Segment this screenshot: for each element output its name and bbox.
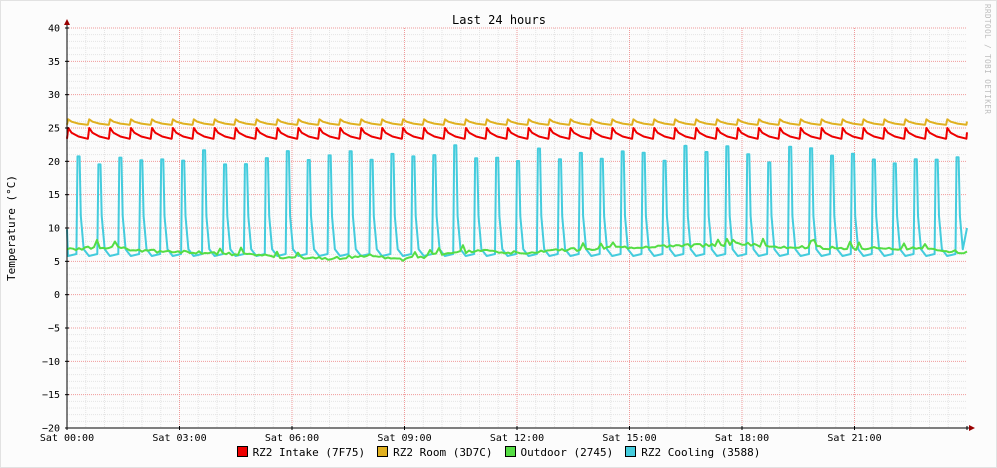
- y-tick-label: 5: [54, 257, 60, 268]
- y-tick-label: −15: [42, 390, 60, 401]
- legend-item: RZ2 Intake (7F75): [236, 446, 366, 459]
- legend-swatch: [377, 446, 389, 457]
- legend-label: Outdoor (2745): [520, 446, 614, 459]
- x-tick-label: Sat 15:00: [602, 433, 656, 444]
- legend-swatch: [236, 446, 248, 457]
- x-tick-label: Sat 03:00: [152, 433, 206, 444]
- y-tick-label: −20: [42, 424, 60, 435]
- watermark: RRDTOOL / TOBI OETIKER: [983, 4, 992, 114]
- axes: [64, 19, 975, 431]
- chart-title: Last 24 hours: [452, 13, 546, 27]
- y-tick-label: 30: [48, 90, 60, 101]
- legend: RZ2 Intake (7F75) RZ2 Room (3D7C) Outdoor …: [0, 446, 997, 459]
- series-rz2-intake-7f75: [66, 127, 968, 140]
- series-outdoor-2745: [66, 237, 968, 262]
- x-tick-label: Sat 21:00: [827, 433, 881, 444]
- x-axis-arrow: [969, 425, 975, 431]
- y-axis-arrow: [64, 19, 70, 25]
- legend-label: RZ2 Room (3D7C): [393, 446, 493, 459]
- x-tick-label: Sat 00:00: [40, 433, 94, 444]
- y-tick-label: 35: [48, 57, 60, 68]
- x-tick-label: Sat 09:00: [377, 433, 431, 444]
- legend-swatch: [504, 446, 516, 457]
- y-tick-label: 40: [48, 24, 60, 35]
- series-rz2-room-3d7c: [66, 118, 968, 126]
- x-tick-label: Sat 12:00: [490, 433, 544, 444]
- y-tick-label: 10: [48, 224, 60, 235]
- y-tick-label: −5: [48, 324, 60, 335]
- y-tick-label: 20: [48, 157, 60, 168]
- y-tick-label: 25: [48, 124, 60, 135]
- legend-item: Outdoor (2745): [504, 446, 614, 459]
- x-tick-label: Sat 06:00: [265, 433, 319, 444]
- legend-item: RZ2 Room (3D7C): [377, 446, 493, 459]
- y-tick-label: −10: [42, 357, 60, 368]
- x-tick-label: Sat 18:00: [715, 433, 769, 444]
- series-group: [66, 118, 968, 262]
- legend-item: RZ2 Cooling (3588): [625, 446, 760, 459]
- legend-label: RZ2 Cooling (3588): [641, 446, 761, 459]
- legend-swatch: [625, 446, 637, 457]
- y-tick-label: 0: [54, 290, 60, 301]
- legend-label: RZ2 Intake (7F75): [252, 446, 366, 459]
- y-axis-label: Temperature (°C): [5, 175, 18, 281]
- y-tick-label: 15: [48, 190, 60, 201]
